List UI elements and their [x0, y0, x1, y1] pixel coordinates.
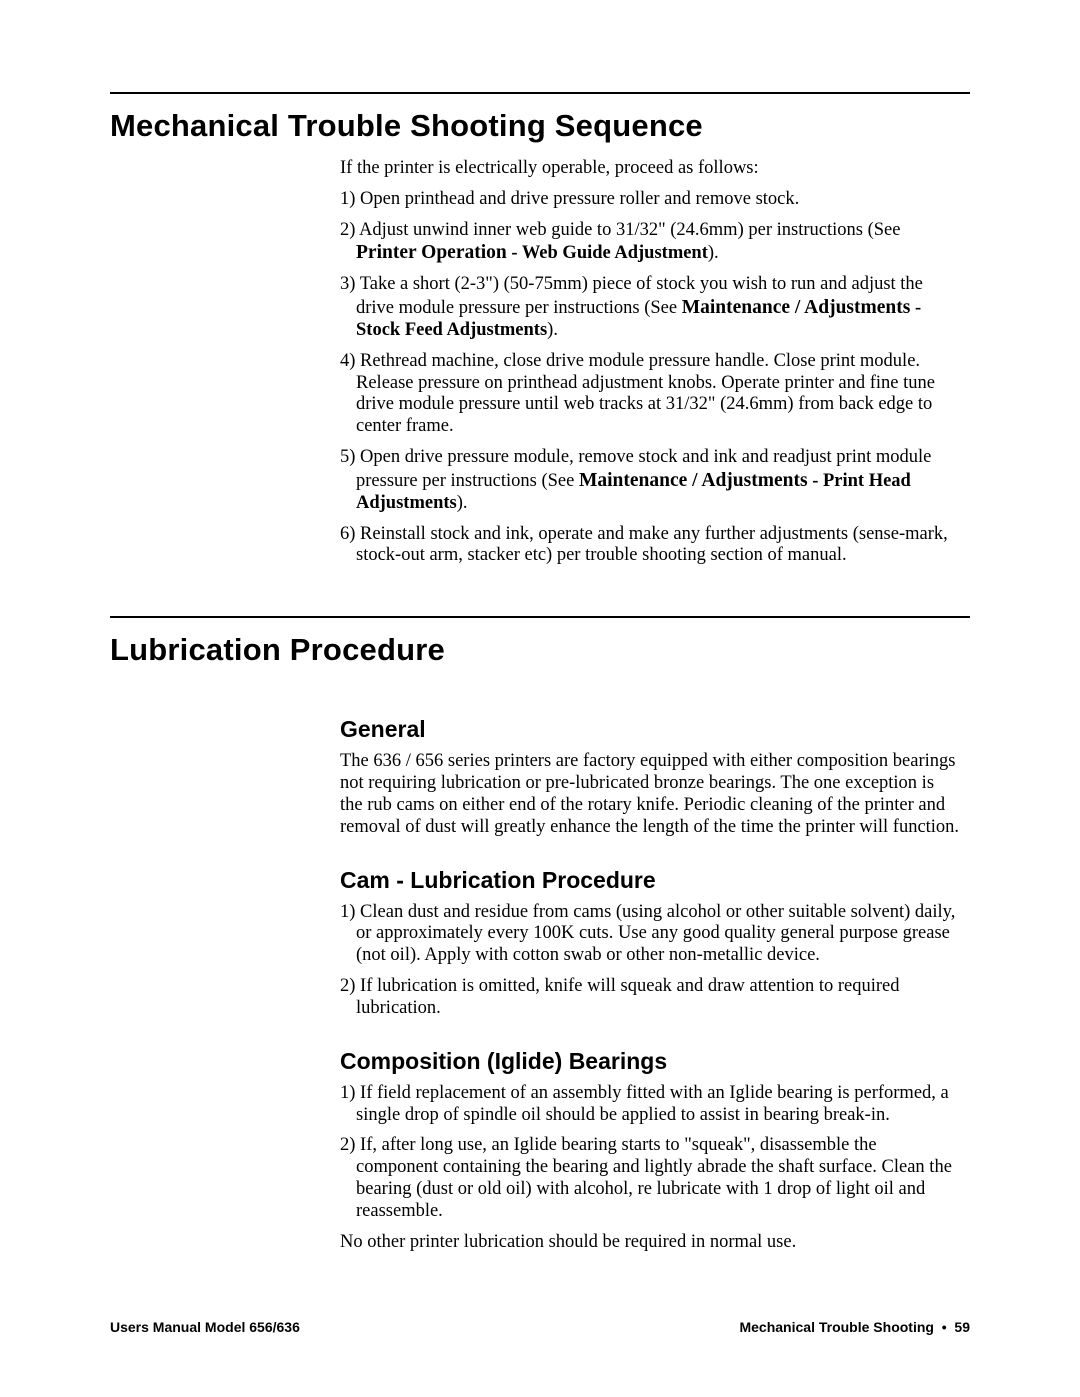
list-text: Reinstall stock and ink, operate and mak… — [356, 524, 948, 566]
section1-item-3: 3) Take a short (2-3") (50-75mm) piece o… — [340, 274, 960, 341]
section1-item-1: 1) Open printhead and drive pressure rol… — [340, 189, 960, 211]
list-number: 2) — [340, 1135, 355, 1155]
list-number: 1) — [340, 902, 355, 922]
comp-item-1: 1) If field replacement of an assembly f… — [340, 1083, 960, 1127]
comp-item-2: 2) If, after long use, an Iglide bearing… — [340, 1135, 960, 1222]
spacer — [340, 682, 960, 688]
section1-item-5: 5) Open drive pressure module, remove st… — [340, 447, 960, 514]
list-text: Clean dust and residue from cams (using … — [356, 902, 955, 966]
footer-left: Users Manual Model 656/636 — [110, 1319, 300, 1335]
list-number: 1) — [340, 1083, 355, 1103]
footer-page-number: 59 — [954, 1319, 970, 1335]
list-bold: Maintenance / Adjustments — [579, 470, 808, 491]
document-page: Mechanical Trouble Shooting Sequence If … — [0, 0, 1080, 1397]
list-text: If field replacement of an assembly fitt… — [356, 1083, 949, 1125]
cam-item-1: 1) Clean dust and residue from cams (usi… — [340, 902, 960, 967]
list-bold-sm: Stock Feed Adjustments — [356, 320, 547, 340]
footer-section-label: Mechanical Trouble Shooting — [739, 1319, 933, 1335]
list-post: ). — [708, 243, 719, 263]
list-mid: - — [507, 243, 522, 263]
list-mid: - — [910, 298, 921, 318]
list-bold: Maintenance / Adjustments — [682, 297, 911, 318]
section1-body: If the printer is electrically operable,… — [340, 158, 960, 567]
list-mid: - — [808, 471, 823, 491]
top-rule-1 — [110, 92, 970, 94]
sub-heading-composition: Composition (Iglide) Bearings — [340, 1048, 960, 1075]
general-para: The 636 / 656 series printers are factor… — [340, 751, 960, 838]
list-text: If, after long use, an Iglide bearing st… — [356, 1135, 952, 1220]
list-post: ). — [457, 493, 468, 513]
section1-item-6: 6) Reinstall stock and ink, operate and … — [340, 524, 960, 568]
list-text: Open printhead and drive pressure roller… — [360, 189, 799, 209]
list-text: Rethread machine, close drive module pre… — [356, 351, 935, 436]
list-number: 4) — [340, 351, 355, 371]
top-rule-2 — [110, 616, 970, 618]
section-spacer — [110, 576, 970, 616]
list-pre: Adjust unwind inner web guide to 31/32" … — [359, 220, 900, 240]
list-post: ). — [547, 320, 558, 340]
cam-item-2: 2) If lubrication is omitted, knife will… — [340, 976, 960, 1020]
section1-item-4: 4) Rethread machine, close drive module … — [340, 351, 960, 438]
section-heading-lubrication: Lubrication Procedure — [110, 632, 970, 668]
sub-heading-general: General — [340, 716, 960, 743]
list-number: 3) — [340, 274, 355, 294]
section1-intro: If the printer is electrically operable,… — [340, 158, 960, 180]
list-text: If lubrication is omitted, knife will sq… — [356, 976, 899, 1018]
page-footer: Users Manual Model 656/636 Mechanical Tr… — [110, 1319, 970, 1335]
list-number: 6) — [340, 524, 355, 544]
section-heading-mechanical: Mechanical Trouble Shooting Sequence — [110, 108, 970, 144]
section2-body: General The 636 / 656 series printers ar… — [340, 682, 960, 1253]
list-number: 2) — [340, 976, 355, 996]
list-number: 1) — [340, 189, 355, 209]
closing-para: No other printer lubrication should be r… — [340, 1232, 960, 1254]
list-bold-sm: Web Guide Adjustment — [522, 243, 708, 263]
list-bold: Printer Operation — [356, 242, 507, 263]
footer-bullet-icon: • — [942, 1319, 947, 1335]
footer-right: Mechanical Trouble Shooting • 59 — [739, 1319, 970, 1335]
list-number: 2) — [340, 220, 355, 240]
list-number: 5) — [340, 447, 355, 467]
section1-item-2: 2) Adjust unwind inner web guide to 31/3… — [340, 220, 960, 266]
sub-heading-cam: Cam - Lubrication Procedure — [340, 867, 960, 894]
